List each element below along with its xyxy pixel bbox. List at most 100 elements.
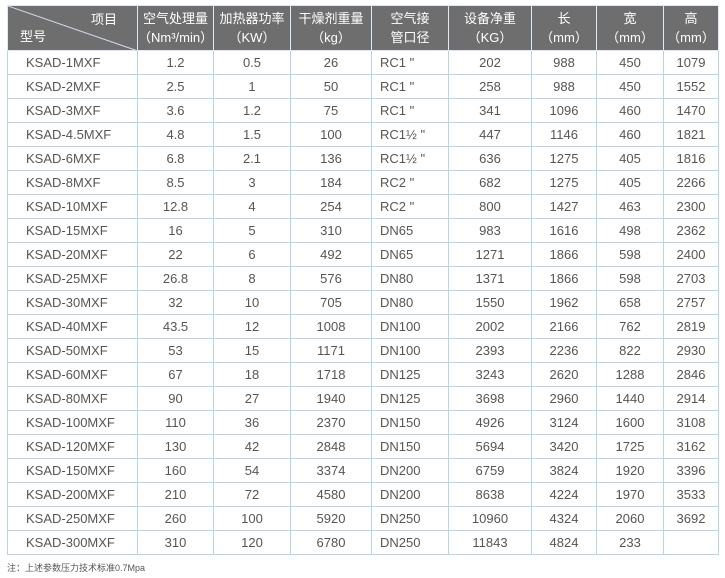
table-cell: KSAD-150MXF [7,458,138,483]
table-cell: 36 [213,410,291,435]
table-row: KSAD-6MXF 6.8 2.1 136 RC1½ " 636 1275 405 1816 [7,146,719,171]
table-cell: 460 [596,122,664,147]
table-cell: KSAD-1MXF [7,50,138,75]
table-cell: 22 [137,242,214,267]
table-cell: 26 [290,50,372,75]
table-cell: RC2 " [371,170,449,195]
header-row: 项目 型号 空气处理量 （Nm³/min） 加热器功率 （KW） 干燥剂重量 （kg） 空气… [7,5,719,51]
table-cell: KSAD-250MXF [7,506,138,531]
table-cell: 0.5 [213,50,291,75]
table-cell: 3.6 [137,98,214,123]
table-cell: 6 [213,242,291,267]
table-cell: 26.8 [137,266,214,291]
corner-top-label: 项目 [90,12,117,27]
table-cell: 3692 [663,506,719,531]
table-cell: 498 [596,218,664,243]
table-cell: 1718 [290,362,372,387]
table-cell: 2002 [448,314,532,339]
table-cell: RC1 " [371,50,449,75]
table-cell: 1552 [663,74,719,99]
table-cell: 762 [596,314,664,339]
table-cell: KSAD-80MXF [7,386,138,411]
table-cell: KSAD-300MXF [7,530,138,555]
table-cell: 3533 [663,482,719,507]
table-cell: 1600 [596,410,664,435]
spec-table: 项目 型号 空气处理量 （Nm³/min） 加热器功率 （KW） 干燥剂重量 （kg） 空气… [7,5,719,555]
table-cell: KSAD-50MXF [7,338,138,363]
table-cell: 450 [596,74,664,99]
table-cell: 130 [137,434,214,459]
column-header-line: 高 [684,11,698,26]
table-cell: 260 [137,506,214,531]
column-header: 空气接 管口径 [371,5,449,51]
table-cell: 233 [596,530,664,555]
table-cell: 27 [213,386,291,411]
table-cell: 12.8 [137,194,214,219]
table-row: KSAD-1MXF 1.2 0.5 26 RC1 " 202 988 450 1079 [7,50,719,75]
column-header: 长 （mm） [531,5,597,51]
table-cell: KSAD-100MXF [7,410,138,435]
table-cell: 2362 [663,218,719,243]
table-cell: 1.2 [137,50,214,75]
table-cell: KSAD-20MXF [7,242,138,267]
table-cell: 1725 [596,434,664,459]
table-cell: DN200 [371,458,449,483]
table-cell: 43.5 [137,314,214,339]
table-cell: RC1½ " [371,122,449,147]
table-cell: 1440 [596,386,664,411]
table-cell: 2757 [663,290,719,315]
column-header-line: （mm） [540,30,588,45]
table-cell: 2166 [531,314,597,339]
table-cell: 32 [137,290,214,315]
table-cell: 4 [213,194,291,219]
table-cell: DN125 [371,386,449,411]
table-cell: 2060 [596,506,664,531]
footnote: 注：上述参数压力技术标准0.7Mpa [7,563,146,573]
table-cell: 1427 [531,194,597,219]
table-cell: 1371 [448,266,532,291]
table-cell: RC1 " [371,74,449,99]
table-cell: 4580 [290,482,372,507]
column-header-line: 宽 [623,11,637,26]
table-cell: 2848 [290,434,372,459]
table-row: KSAD-40MXF 43.5 12 1008 DN100 2002 2166 762 2819 [7,314,719,339]
table-cell: 3824 [531,458,597,483]
diagonal-divider [8,6,138,51]
table-cell: 184 [290,170,372,195]
table-cell: 2300 [663,194,719,219]
table-cell: 822 [596,338,664,363]
column-header-line: （kg） [311,30,351,45]
table-cell: DN150 [371,434,449,459]
table-cell: RC1 " [371,98,449,123]
table-cell: KSAD-25MXF [7,266,138,291]
table-cell: 90 [137,386,214,411]
corner-header: 项目 型号 [7,5,138,51]
table-cell: 3420 [531,434,597,459]
table-cell: 341 [448,98,532,123]
table-cell: 1550 [448,290,532,315]
table-cell: 3243 [448,362,532,387]
table-cell: 598 [596,242,664,267]
table-cell: 6.8 [137,146,214,171]
table-cell: 2236 [531,338,597,363]
column-header-line: （KW） [228,30,276,45]
table-cell: 75 [290,98,372,123]
table-cell: 8 [213,266,291,291]
table-cell: KSAD-4.5MXF [7,122,138,147]
table-cell: 705 [290,290,372,315]
table-cell: RC2 " [371,194,449,219]
table-cell: 202 [448,50,532,75]
table-cell: 1470 [663,98,719,123]
table-row: KSAD-8MXF 8.5 3 184 RC2 " 682 1275 405 2266 [7,170,719,195]
table-cell: 254 [290,194,372,219]
table-cell: 4224 [531,482,597,507]
table-cell: 4824 [531,530,597,555]
table-cell: 8.5 [137,170,214,195]
table-cell: 2914 [663,386,719,411]
table-cell: 10960 [448,506,532,531]
table-cell: 1616 [531,218,597,243]
table-cell: KSAD-2MXF [7,74,138,99]
table-cell: 636 [448,146,532,171]
table-cell: 682 [448,170,532,195]
table-cell: 1008 [290,314,372,339]
